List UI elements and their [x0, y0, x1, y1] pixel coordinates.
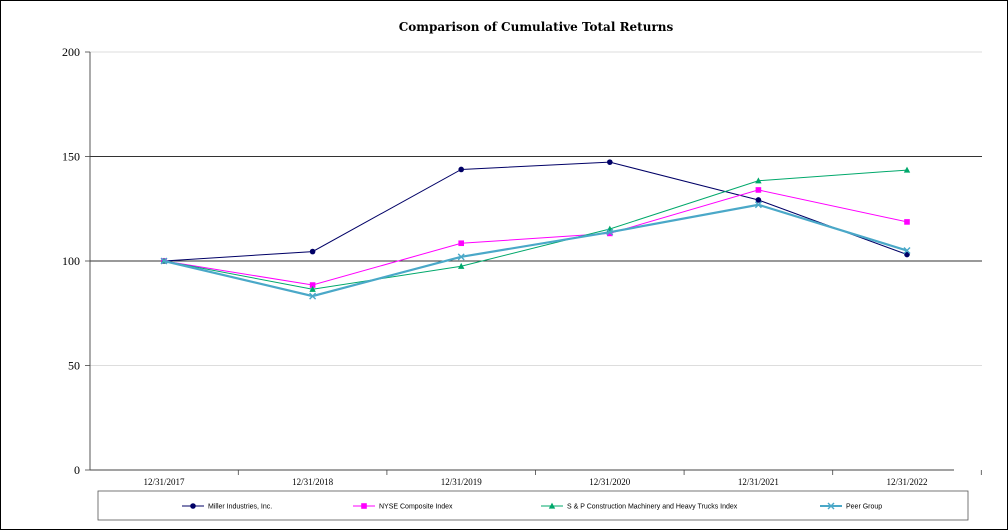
series-3-point-3 — [606, 228, 614, 236]
series-1-point-2 — [458, 240, 464, 247]
series-1-point-1 — [309, 282, 316, 288]
y-tick-label-0: 0 — [74, 463, 80, 477]
chart-title: Comparison of Cumulative Total Returns — [399, 20, 674, 34]
series-2-point-2 — [458, 262, 465, 269]
x-tick-label-12-31-2017: 12/31/2017 — [143, 477, 185, 487]
series-3 — [160, 201, 911, 300]
x-tick-label-12-31-2018: 12/31/2018 — [292, 477, 334, 487]
series-line-1 — [163, 189, 908, 286]
series-0-point-3 — [607, 159, 613, 165]
x-axis-ticks: 12/31/2017 12/31/2018 12/31/2019 12/31/2020… — [143, 470, 982, 487]
series-0-point-1 — [309, 248, 316, 255]
series-3-point-5-stroke-b — [903, 247, 911, 255]
legend-item-0: Miller Industries, Inc. — [182, 503, 272, 511]
y-tick-label-50: 50 — [68, 359, 80, 373]
legend-swatch-marker-2 — [548, 502, 556, 509]
series-line-2 — [163, 169, 908, 290]
legend-label-0: Miller Industries, Inc. — [208, 504, 272, 511]
series-3-point-1-stroke-b — [309, 292, 317, 300]
series-3-point-4 — [754, 201, 762, 209]
legend-swatch-marker-1 — [361, 503, 367, 509]
x-tick-label-12-31-2021: 12/31/2021 — [738, 477, 779, 487]
series-3-point-3-stroke-b — [606, 228, 614, 236]
series-line-3 — [163, 203, 908, 298]
series-3-point-4-stroke-b — [754, 201, 762, 209]
series-1-point-5 — [904, 219, 910, 225]
series-3-point-2-stroke-b — [457, 253, 465, 261]
y-tick-label-100: 100 — [62, 254, 80, 268]
legend-swatch-marker-3-stroke-b — [827, 502, 835, 510]
legend-item-3: Peer Group — [820, 502, 882, 511]
series-group — [160, 159, 911, 300]
series-2 — [160, 166, 911, 292]
series-line-0 — [163, 161, 908, 262]
series-3-point-0-stroke-b — [160, 257, 168, 265]
legend-item-2: S & P Construction Machinery and Heavy T… — [541, 502, 738, 511]
legend-item-1: NYSE Composite Index — [353, 503, 453, 511]
series-2-point-5 — [903, 166, 911, 173]
series-3-point-2 — [457, 253, 465, 261]
y-axis-ticks: 0 50 100 150 200 — [62, 45, 90, 477]
legend-label-2: S & P Construction Machinery and Heavy T… — [567, 504, 738, 511]
y-tick-label-150: 150 — [62, 150, 80, 164]
gridlines — [90, 51, 982, 366]
x-tick-label-12-31-2020: 12/31/2020 — [589, 477, 631, 487]
series-0-point-5 — [904, 251, 910, 258]
legend: Miller Industries, Inc. NYSE Composite In… — [97, 490, 969, 521]
series-0-point-4 — [755, 197, 762, 203]
series-3-point-0 — [160, 257, 168, 265]
x-tick-label-12-31-2022: 12/31/2022 — [886, 477, 927, 487]
series-1-point-4 — [755, 187, 762, 193]
x-tick-label-12-31-2019: 12/31/2019 — [441, 477, 483, 487]
series-3-point-5 — [903, 247, 911, 255]
series-1-point-3 — [607, 230, 613, 237]
series-1 — [161, 187, 910, 288]
y-tick-label-200: 200 — [62, 45, 80, 59]
series-3-point-1 — [309, 292, 317, 300]
series-0-point-2 — [458, 166, 465, 173]
series-2-point-1 — [309, 285, 316, 292]
legend-label-3: Peer Group — [846, 504, 882, 511]
legend-label-1: NYSE Composite Index — [379, 504, 453, 511]
legend-swatch-marker-0 — [190, 503, 196, 509]
legend-swatch-marker-3 — [827, 502, 835, 510]
series-2-point-4 — [755, 177, 762, 184]
